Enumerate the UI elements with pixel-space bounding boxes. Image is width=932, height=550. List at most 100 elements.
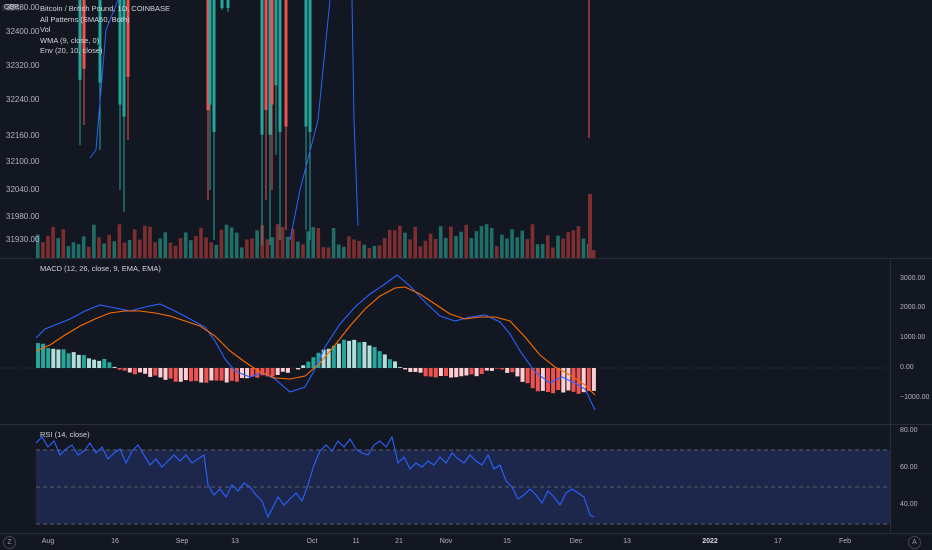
- histogram-bar: [66, 353, 71, 368]
- volume-bar: [408, 239, 412, 258]
- legend-wma[interactable]: WMA (9, close, 0): [40, 35, 100, 45]
- volume-bar: [403, 232, 407, 258]
- histogram-bar: [347, 340, 352, 368]
- macd-pane[interactable]: MACD (12, 26, close, 9, EMA, EMA) 3000.0…: [0, 259, 932, 424]
- volume-bar: [418, 246, 423, 258]
- volume-bar: [204, 237, 208, 258]
- volume-bar: [280, 227, 285, 258]
- volume-bar: [301, 244, 305, 258]
- volume-bar: [41, 242, 45, 258]
- volume-bar: [438, 226, 443, 258]
- histogram-bar: [265, 368, 270, 377]
- volume-bar: [362, 244, 366, 258]
- macd-scale[interactable]: [890, 259, 932, 424]
- price-candle: [220, 0, 224, 8]
- price-candle: [82, 0, 86, 69]
- legend-env[interactable]: Env (20, 10, close): [40, 46, 103, 55]
- histogram-bar: [240, 368, 244, 379]
- volume-bar: [449, 226, 453, 258]
- volume-bar: [588, 194, 592, 258]
- histogram-bar: [520, 368, 525, 382]
- price-axis-label: 31930.00: [6, 235, 40, 244]
- macd-axis-label: −1000.00: [900, 394, 930, 401]
- histogram-bar: [398, 367, 403, 368]
- volume-bar: [143, 225, 147, 258]
- histogram-bar: [495, 368, 499, 369]
- volume-bar: [76, 244, 81, 258]
- price-axis-label: 32040.00: [6, 185, 40, 194]
- price-candle: [206, 0, 210, 110]
- price-candle: [278, 0, 282, 132]
- volume-bar: [484, 224, 489, 258]
- histogram-bar: [408, 368, 413, 372]
- volume-bar: [255, 230, 259, 258]
- histogram-bar: [204, 368, 209, 383]
- rsi-pane[interactable]: RSI (14, close) 80.00 60.00 40.00: [0, 425, 932, 533]
- volume-bar: [61, 229, 66, 258]
- histogram-bar: [117, 368, 122, 370]
- volume-bar: [352, 239, 356, 258]
- volume-bar: [311, 227, 315, 258]
- volume-bar: [183, 232, 188, 258]
- histogram-bar: [97, 360, 102, 368]
- volume-bar: [214, 244, 219, 258]
- legend-vol[interactable]: Vol: [40, 25, 51, 34]
- price-candle: [268, 0, 272, 135]
- auto-scale-icon[interactable]: A: [908, 536, 921, 549]
- histogram-bar: [122, 368, 127, 371]
- rsi-scale[interactable]: [890, 425, 932, 533]
- histogram-bar: [56, 349, 61, 368]
- macd-legend[interactable]: MACD (12, 26, close, 9, EMA, EMA): [40, 264, 161, 273]
- histogram-bar: [418, 368, 423, 373]
- signal-line: [35, 286, 596, 396]
- histogram-bar: [153, 368, 158, 376]
- rsi-chart[interactable]: [0, 425, 890, 533]
- main-legend: Bitcoin / British Pound, 1D, COINBASE Al…: [40, 4, 170, 57]
- macd-axis-label: 2000.00: [900, 304, 926, 311]
- volume-bar: [474, 231, 479, 258]
- volume-bar: [479, 226, 484, 258]
- volume-bar: [413, 226, 417, 258]
- histogram-bar: [500, 368, 505, 370]
- currency-badge[interactable]: GBP: [2, 4, 21, 11]
- price-pane[interactable]: GBP Bitcoin / British Pound, 1D, COINBAS…: [0, 0, 932, 258]
- volume-bar: [515, 237, 519, 258]
- volume-bar: [510, 229, 514, 258]
- price-candle: [260, 0, 264, 135]
- histogram-bar: [586, 368, 591, 392]
- histogram-bar: [285, 368, 290, 373]
- price-candle: [284, 0, 288, 127]
- histogram-bar: [46, 348, 51, 368]
- volume-bar: [454, 236, 458, 258]
- price-chart[interactable]: [0, 0, 890, 258]
- zoom-toggle-icon[interactable]: Z: [3, 536, 16, 549]
- histogram-bar: [143, 368, 148, 374]
- volume-bar: [209, 242, 213, 258]
- pane-separator[interactable]: [0, 424, 932, 425]
- volume-bar: [250, 238, 254, 258]
- legend-patterns[interactable]: All Patterns (SMA50, Both): [40, 14, 130, 24]
- price-candle: [208, 0, 212, 105]
- histogram-bar: [102, 358, 107, 368]
- volume-bar: [87, 246, 91, 258]
- volume-bar: [71, 242, 76, 258]
- histogram-bar: [449, 368, 454, 378]
- histogram-bar: [469, 368, 474, 375]
- histogram-bar: [168, 368, 173, 379]
- volume-bar: [46, 235, 50, 258]
- histogram-bar: [505, 368, 510, 373]
- rsi-legend[interactable]: RSI (14, close): [40, 430, 90, 439]
- histogram-bar: [87, 358, 91, 368]
- volume-bar: [178, 238, 183, 258]
- macd-axis-label: 3000.00: [900, 275, 926, 282]
- symbol-title[interactable]: Bitcoin / British Pound, 1D, COINBASE: [40, 4, 171, 13]
- histogram-bar: [393, 361, 397, 368]
- time-axis-label: Sep: [175, 538, 189, 545]
- histogram-bar: [178, 368, 183, 382]
- pane-separator[interactable]: [0, 258, 932, 259]
- histogram-bar: [81, 355, 86, 368]
- volume-bar: [240, 247, 244, 258]
- volume-bar: [336, 244, 341, 258]
- macd-chart[interactable]: [0, 259, 890, 424]
- histogram-bar: [551, 368, 556, 394]
